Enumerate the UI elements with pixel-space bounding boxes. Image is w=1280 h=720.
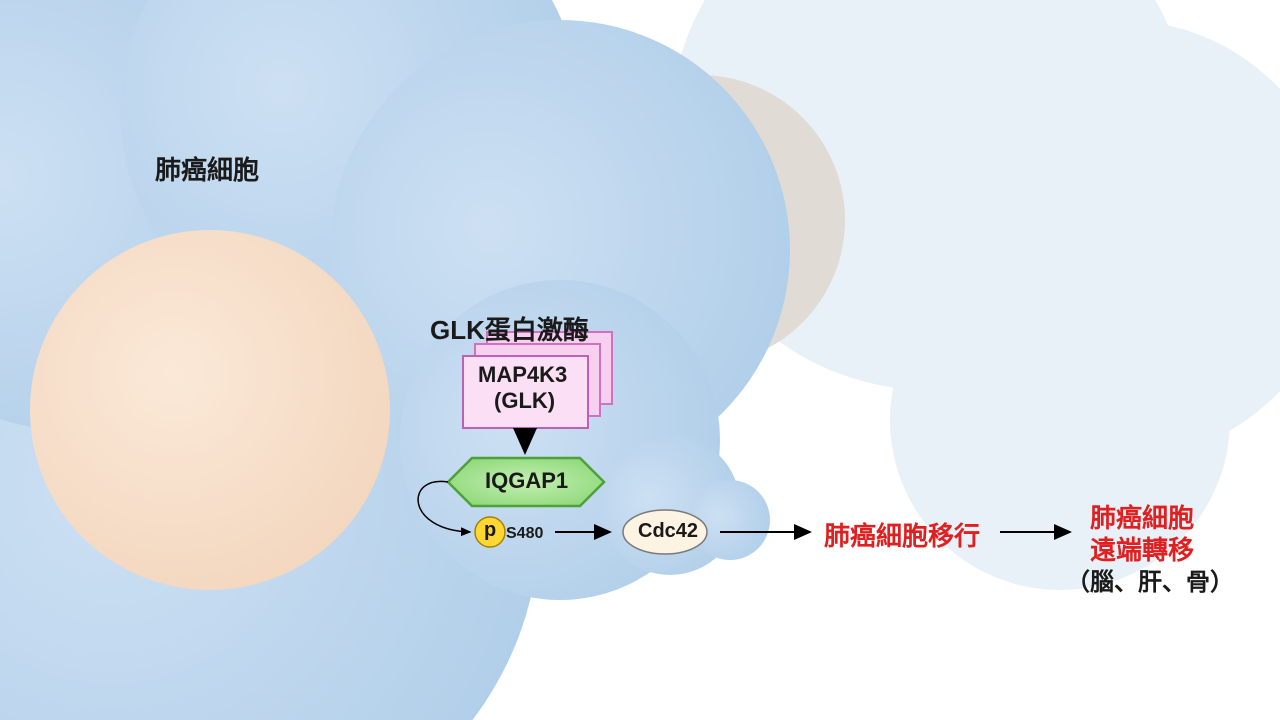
diagram-canvas (0, 0, 1280, 720)
cell-type-label: 肺癌細胞 (155, 150, 259, 187)
map4k3-line1: MAP4K3 (478, 362, 567, 388)
iqgap1-label: IQGAP1 (485, 468, 568, 494)
glk-title-label: GLK蛋白激酶 (430, 310, 589, 347)
organs-label: （腦、肝、骨） (1066, 562, 1234, 597)
cdc42-label: Cdc42 (638, 520, 698, 543)
phospho-p: p (484, 519, 496, 542)
phospho-site: S480 (506, 525, 543, 543)
map4k3-line2: (GLK) (494, 388, 555, 414)
migration-label: 肺癌細胞移行 (824, 516, 980, 553)
nucleus-circle (30, 230, 390, 590)
